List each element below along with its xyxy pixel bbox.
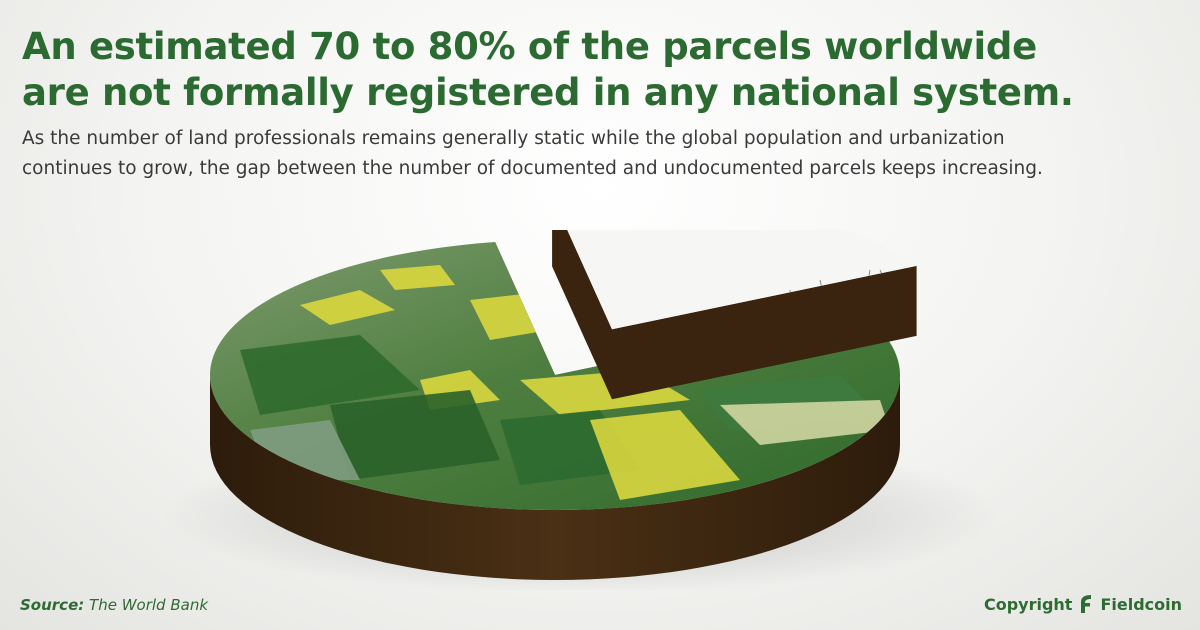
source-value: The World Bank xyxy=(89,596,209,614)
headline-line-1: An estimated 70 to 80% of the parcels wo… xyxy=(22,25,1037,68)
pie-slice-top-2 xyxy=(567,230,917,330)
subtitle: As the number of land professionals rema… xyxy=(22,124,1187,184)
brand-name: Fieldcoin xyxy=(1100,594,1182,614)
copyright-label: Copyright xyxy=(983,594,1073,614)
pie-chart xyxy=(160,230,1000,590)
fieldcoin-logo-icon xyxy=(1081,595,1092,613)
source-label: Source: xyxy=(20,596,85,614)
pie-slice-2 xyxy=(552,230,917,400)
copyright-footer: Copyright Fieldcoin xyxy=(984,594,1182,614)
pie-slice-1 xyxy=(210,242,900,580)
pie-slice-side-1 xyxy=(210,375,900,580)
headline-line-2: are not formally registered in any natio… xyxy=(22,71,1074,114)
subtitle-line-2: continues to grow, the gap between the n… xyxy=(22,158,1043,179)
pie-slice-wall-2-1 xyxy=(552,230,612,400)
source-credit: Source: The World Bank xyxy=(20,596,208,614)
subtitle-line-1: As the number of land professionals rema… xyxy=(22,128,1005,149)
headline: An estimated 70 to 80% of the parcels wo… xyxy=(22,24,1182,116)
pie-slices xyxy=(210,230,917,580)
pie-slice-wall-2-2 xyxy=(611,265,917,400)
